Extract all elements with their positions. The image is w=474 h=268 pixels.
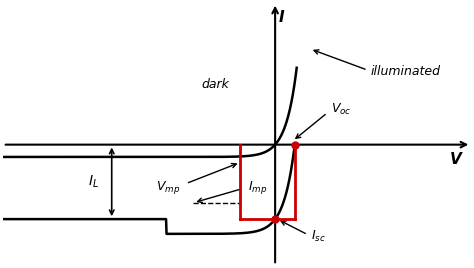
- Text: $I_{sc}$: $I_{sc}$: [311, 229, 326, 244]
- Text: $V_{oc}$: $V_{oc}$: [331, 102, 351, 117]
- Text: $I_L$: $I_L$: [88, 174, 99, 190]
- Text: $V_{mp}$: $V_{mp}$: [156, 179, 180, 196]
- Text: I: I: [279, 10, 284, 25]
- Text: illuminated: illuminated: [371, 65, 441, 78]
- Text: dark: dark: [201, 78, 229, 91]
- Text: V: V: [450, 152, 461, 167]
- Text: $I_{mp}$: $I_{mp}$: [248, 179, 267, 196]
